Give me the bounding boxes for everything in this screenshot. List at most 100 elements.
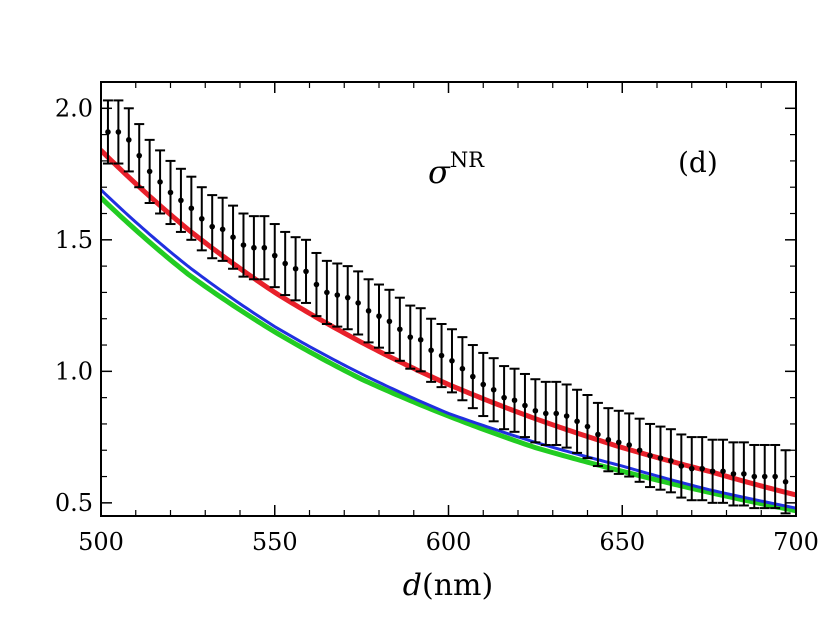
data-marker — [271, 252, 278, 259]
x-tick-label: 600 — [426, 528, 472, 556]
data-marker — [365, 308, 372, 314]
data-marker — [376, 313, 382, 319]
x-axis-label: d(nm) — [403, 568, 493, 603]
axes-ticks: 500 550 600 650 700 0.5 1.0 1.5 2.0 — [55, 82, 819, 556]
data-marker — [344, 294, 351, 301]
data-point-62 — [749, 443, 760, 510]
data-point-44 — [561, 383, 572, 449]
data-point-40 — [519, 372, 530, 439]
data-point-30 — [415, 307, 426, 373]
data-point-58 — [707, 438, 718, 504]
data-marker — [251, 244, 257, 251]
data-marker — [146, 168, 153, 175]
data-point-31 — [426, 317, 437, 383]
data-marker — [105, 129, 111, 135]
data-marker — [626, 442, 632, 448]
data-marker — [428, 347, 434, 354]
sigma-annotation: σNR — [428, 148, 485, 191]
data-marker — [553, 410, 560, 417]
data-point-15 — [259, 215, 270, 281]
data-point-28 — [394, 296, 405, 362]
data-marker — [605, 436, 612, 443]
data-point-9 — [196, 186, 207, 252]
data-point-59 — [718, 438, 729, 504]
data-point-52 — [645, 422, 656, 489]
data-marker — [126, 137, 132, 143]
data-marker — [407, 334, 414, 340]
data-marker — [647, 452, 653, 459]
data-point-24 — [353, 270, 364, 336]
data-point-46 — [582, 394, 593, 460]
data-point-16 — [269, 223, 280, 289]
data-marker — [574, 418, 580, 425]
data-marker — [668, 457, 674, 464]
data-point-4 — [144, 138, 155, 204]
sigma-superscript: NR — [450, 148, 485, 172]
y-tick-label: 2.0 — [55, 94, 93, 122]
data-point-34 — [457, 336, 468, 402]
data-point-42 — [540, 380, 551, 446]
data-point-63 — [759, 443, 770, 510]
data-marker — [115, 129, 122, 135]
data-point-43 — [551, 380, 562, 446]
plot-area — [101, 99, 796, 515]
data-marker — [324, 289, 330, 296]
data-point-54 — [665, 428, 676, 494]
data-point-49 — [613, 409, 624, 475]
data-point-27 — [384, 288, 395, 354]
x-tick-label: 700 — [773, 528, 819, 556]
data-point-25 — [363, 278, 374, 344]
data-marker — [386, 318, 393, 325]
data-marker — [188, 205, 195, 212]
data-marker — [480, 381, 487, 388]
data-point-57 — [697, 436, 708, 502]
data-point-64 — [770, 443, 781, 510]
data-marker — [240, 242, 247, 248]
data-marker — [761, 473, 768, 480]
data-point-23 — [342, 265, 353, 331]
data-point-35 — [467, 344, 478, 410]
data-point-0 — [102, 99, 113, 165]
data-marker — [490, 386, 497, 393]
x-axis-label-variable: d — [403, 568, 422, 603]
data-point-48 — [603, 407, 614, 473]
data-marker — [782, 479, 789, 485]
data-marker — [459, 365, 466, 372]
series-line-blue — [101, 188, 796, 510]
data-marker — [615, 439, 622, 446]
data-point-37 — [488, 357, 499, 423]
sigma-symbol: σ — [428, 153, 451, 191]
data-marker — [438, 352, 445, 359]
data-point-50 — [624, 412, 635, 478]
data-point-13 — [238, 212, 249, 278]
data-marker — [157, 179, 163, 185]
data-point-39 — [509, 367, 520, 433]
data-point-53 — [655, 425, 666, 491]
data-point-55 — [676, 433, 687, 499]
x-tick-label: 650 — [599, 528, 645, 556]
data-marker — [730, 471, 737, 477]
data-point-60 — [728, 441, 739, 507]
data-point-29 — [405, 304, 416, 370]
data-marker — [334, 292, 341, 298]
data-marker — [522, 402, 528, 409]
data-point-12 — [228, 204, 239, 270]
y-tick-label: 0.5 — [55, 489, 93, 517]
data-point-2 — [123, 107, 134, 173]
data-point-21 — [321, 259, 332, 325]
data-point-45 — [572, 388, 583, 454]
data-marker — [303, 268, 309, 275]
data-marker — [282, 260, 288, 267]
data-point-3 — [134, 123, 145, 189]
data-point-36 — [478, 351, 489, 418]
data-marker — [636, 447, 643, 454]
data-marker — [355, 300, 361, 306]
data-marker — [699, 465, 705, 472]
data-marker — [511, 397, 518, 404]
data-point-18 — [290, 236, 301, 302]
data-marker — [209, 223, 215, 230]
data-point-10 — [207, 194, 218, 260]
data-marker — [678, 463, 685, 469]
data-marker — [167, 189, 174, 196]
